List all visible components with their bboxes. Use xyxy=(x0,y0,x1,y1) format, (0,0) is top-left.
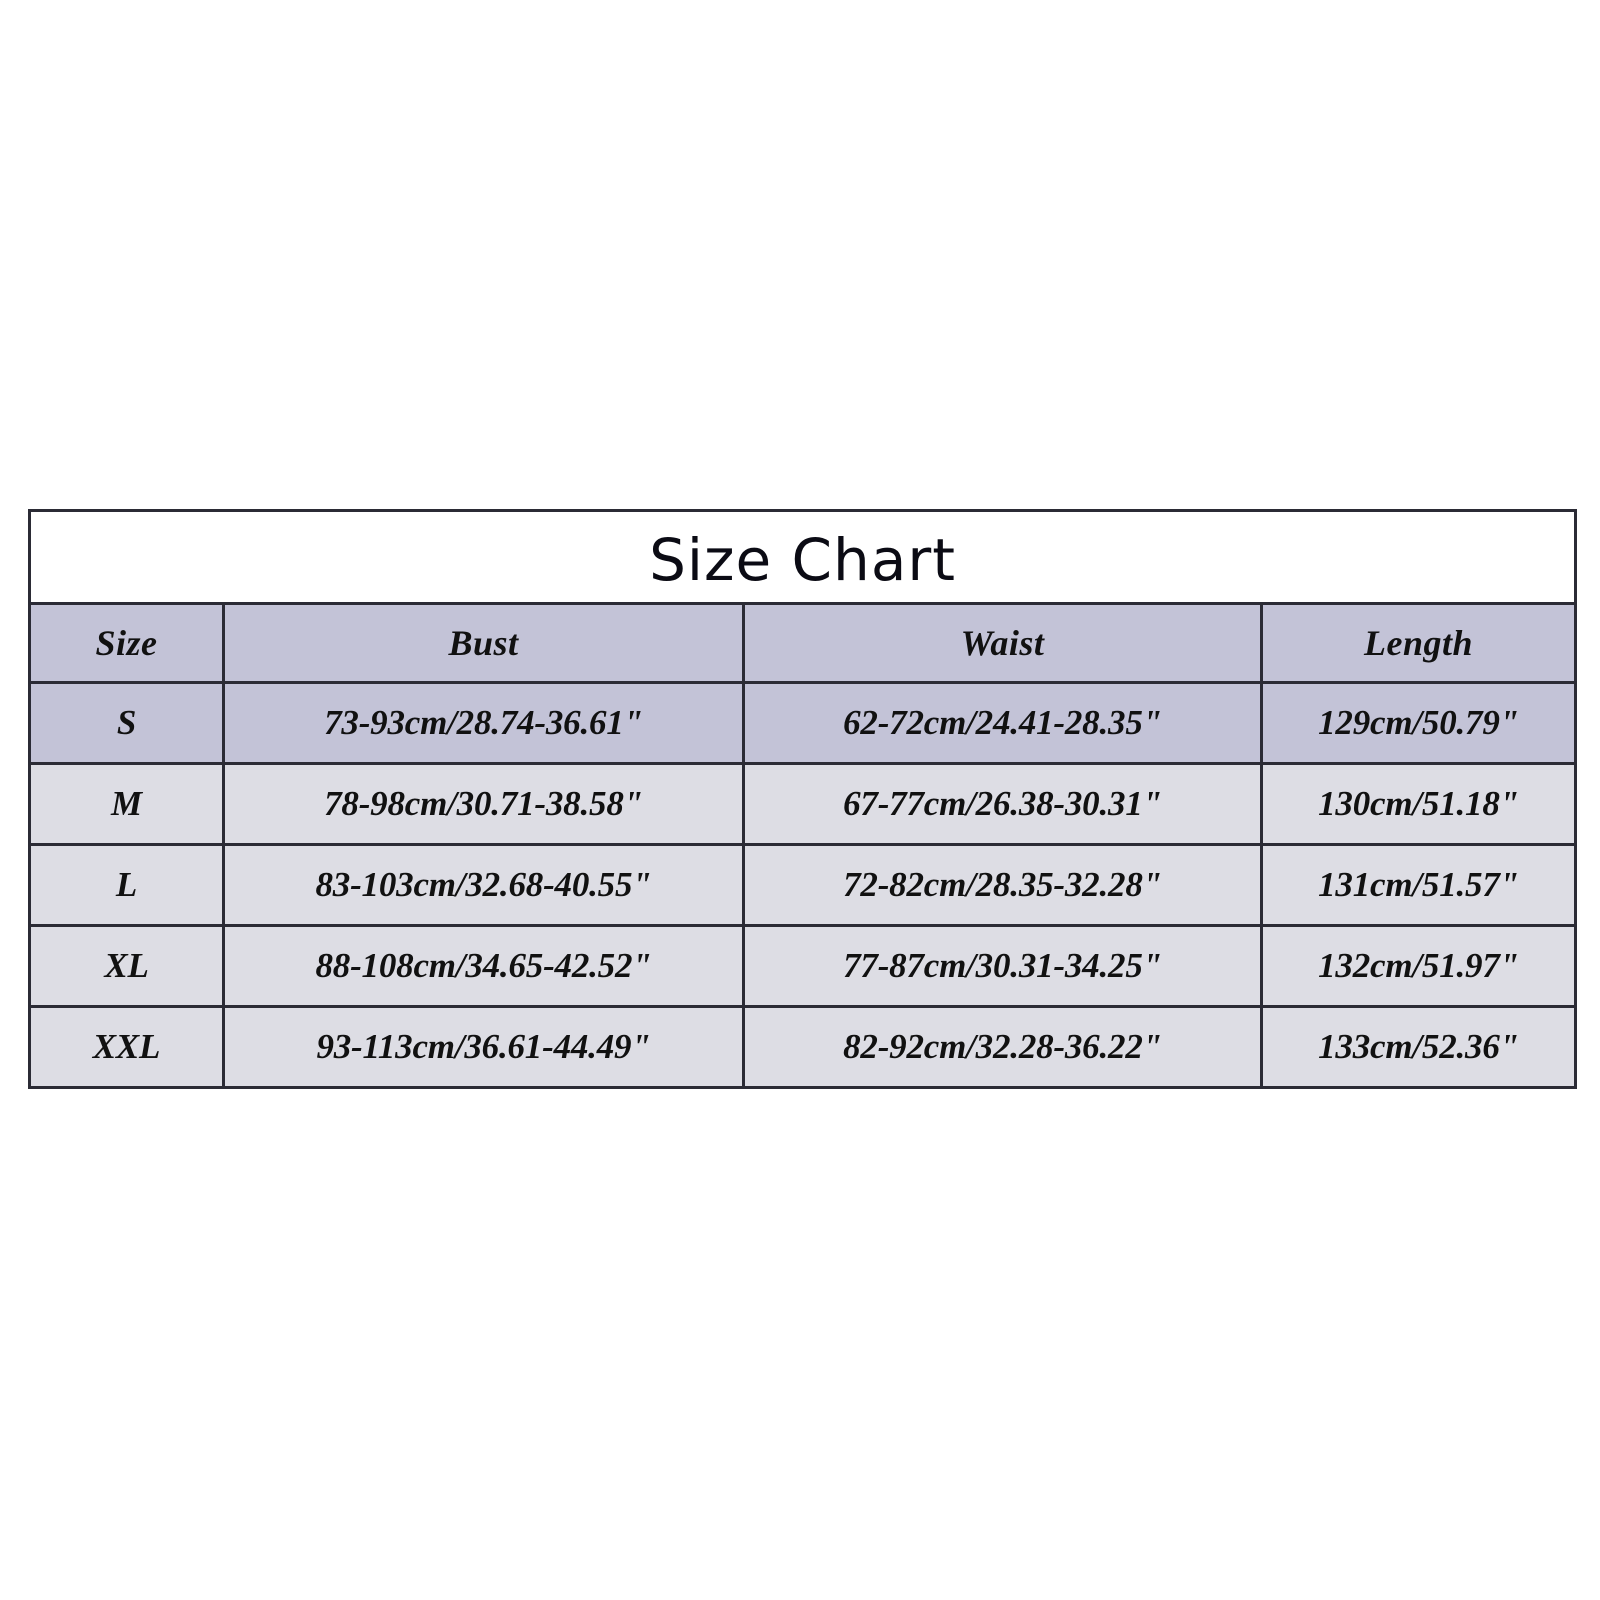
cell-size: L xyxy=(28,843,225,927)
column-header-waist: Waist xyxy=(742,602,1263,684)
cell-length: 130cm/51.18" xyxy=(1259,762,1578,846)
table-body: S 73-93cm/28.74-36.61" 62-72cm/24.41-28.… xyxy=(28,681,1578,1089)
cell-size: S xyxy=(28,681,225,765)
table-row: S 73-93cm/28.74-36.61" 62-72cm/24.41-28.… xyxy=(28,681,1578,765)
cell-bust: 78-98cm/30.71-38.58" xyxy=(222,762,745,846)
cell-waist: 77-87cm/30.31-34.25" xyxy=(742,924,1263,1008)
cell-waist: 62-72cm/24.41-28.35" xyxy=(742,681,1263,765)
cell-bust: 73-93cm/28.74-36.61" xyxy=(222,681,745,765)
table-row: XL 88-108cm/34.65-42.52" 77-87cm/30.31-3… xyxy=(28,924,1578,1008)
cell-size: M xyxy=(28,762,225,846)
table-row: L 83-103cm/32.68-40.55" 72-82cm/28.35-32… xyxy=(28,843,1578,927)
cell-length: 132cm/51.97" xyxy=(1259,924,1578,1008)
cell-length: 129cm/50.79" xyxy=(1259,681,1578,765)
cell-waist: 72-82cm/28.35-32.28" xyxy=(742,843,1263,927)
cell-waist: 67-77cm/26.38-30.31" xyxy=(742,762,1263,846)
cell-bust: 88-108cm/34.65-42.52" xyxy=(222,924,745,1008)
page-title: Size Chart xyxy=(649,526,956,594)
cell-bust: 83-103cm/32.68-40.55" xyxy=(222,843,745,927)
cell-waist: 82-92cm/32.28-36.22" xyxy=(742,1005,1263,1089)
size-chart-table: Size Chart Size Bust Waist Length S 73-9… xyxy=(27,509,1578,1089)
cell-bust: 93-113cm/36.61-44.49" xyxy=(222,1005,745,1089)
column-header-size: Size xyxy=(28,602,225,684)
table-row: M 78-98cm/30.71-38.58" 67-77cm/26.38-30.… xyxy=(28,762,1578,846)
size-chart-container: Size Chart Size Bust Waist Length S 73-9… xyxy=(27,509,1578,1089)
cell-size: XXL xyxy=(28,1005,225,1089)
cell-length: 133cm/52.36" xyxy=(1259,1005,1578,1089)
column-header-length: Length xyxy=(1259,602,1578,684)
table-row: XXL 93-113cm/36.61-44.49" 82-92cm/32.28-… xyxy=(28,1005,1578,1089)
cell-size: XL xyxy=(28,924,225,1008)
title-row: Size Chart xyxy=(27,509,1578,605)
chart-title-cell: Size Chart xyxy=(27,509,1578,605)
table-header-row: Size Bust Waist Length xyxy=(28,602,1578,684)
column-header-bust: Bust xyxy=(222,602,745,684)
cell-length: 131cm/51.57" xyxy=(1259,843,1578,927)
